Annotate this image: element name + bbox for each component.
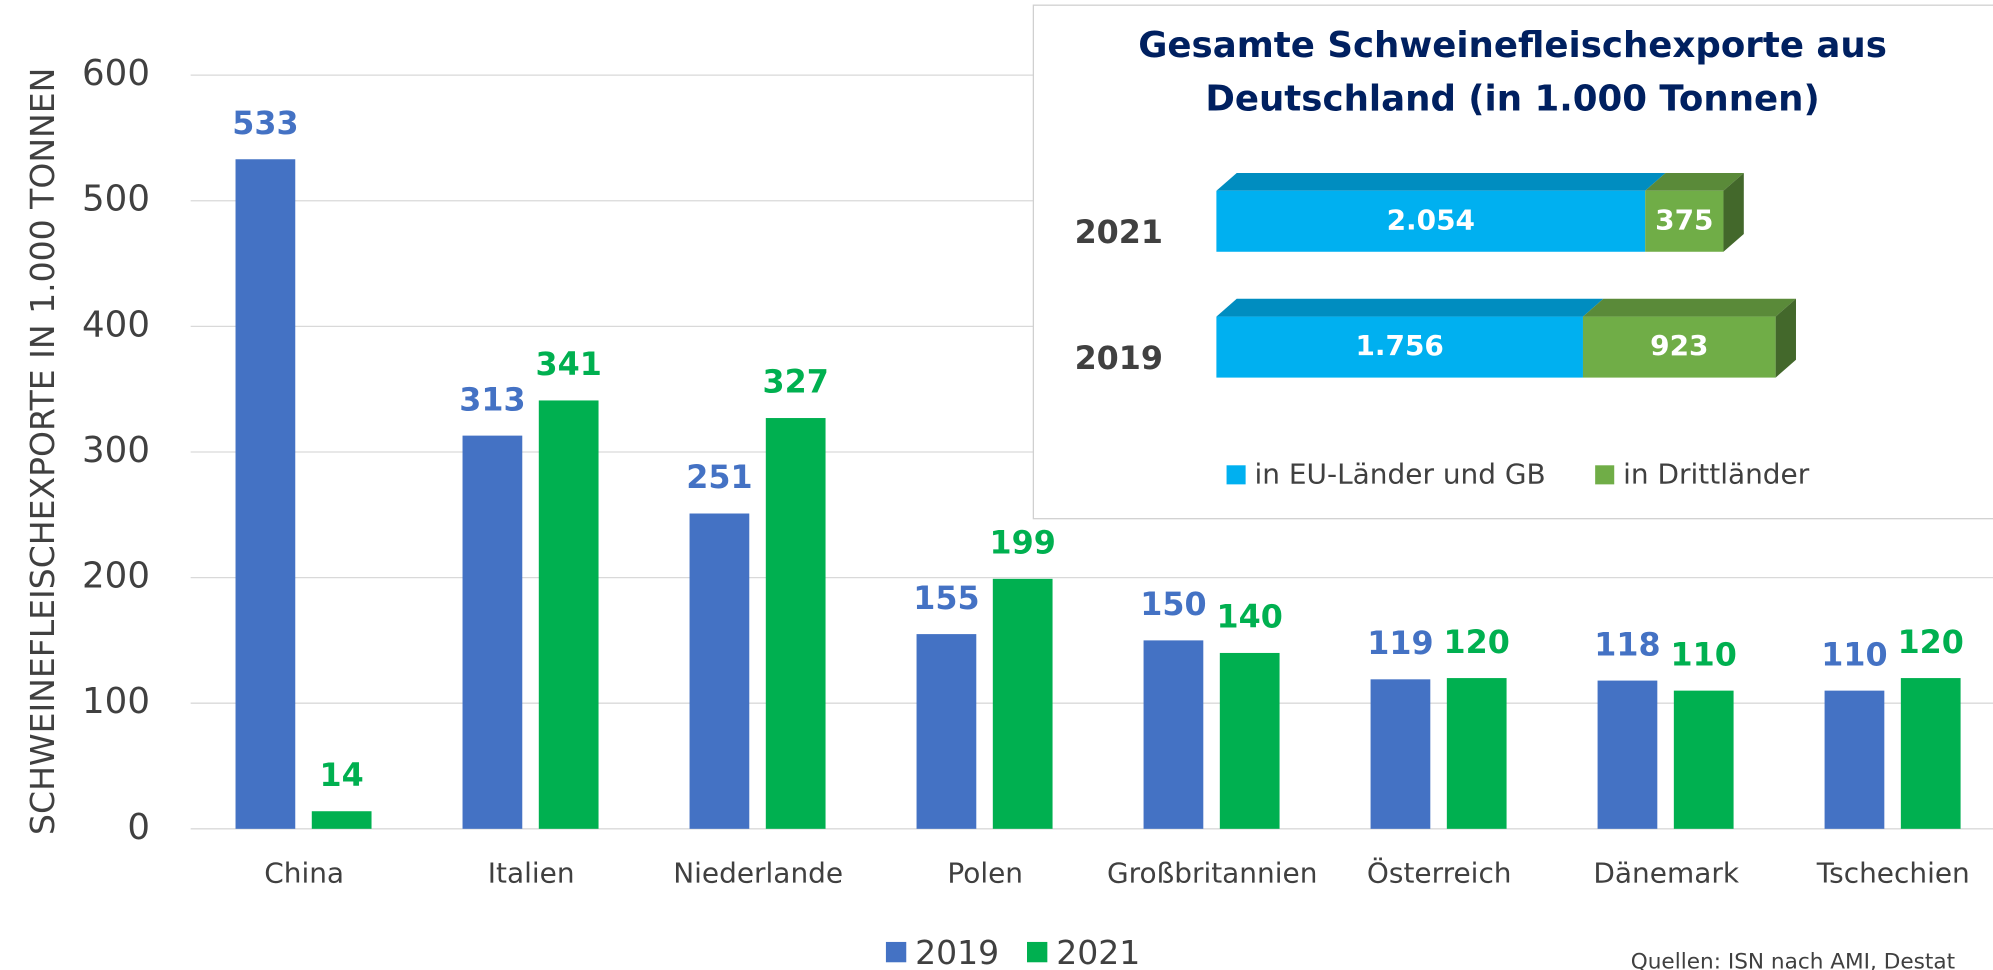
y-tick-label: 400: [82, 304, 150, 345]
x-tick-label: Niederlande: [673, 857, 843, 890]
legend-label: in Drittländer: [1623, 457, 1810, 490]
y-tick-label: 300: [82, 430, 150, 471]
bar: [311, 811, 372, 829]
bar: [1219, 652, 1280, 829]
x-tick-label: Dänemark: [1593, 857, 1739, 890]
y-tick-label: 600: [82, 53, 150, 94]
bar: [538, 400, 599, 829]
y-tick-label: 200: [82, 556, 150, 597]
bar: [235, 159, 296, 829]
data-label: 110: [1821, 637, 1887, 673]
y-tick-label: 0: [127, 807, 150, 848]
data-label: 533: [232, 106, 298, 142]
bar: [689, 513, 750, 829]
bar: [765, 418, 826, 829]
bar-top: [1216, 298, 1604, 317]
inset-title: Deutschland (in 1.000 Tonnen): [1205, 79, 1819, 120]
y-axis-label: SCHWEINEFLEISCHEXPORTE IN 1.000 TONNEN: [23, 68, 62, 835]
data-label: 2.054: [1387, 203, 1475, 236]
data-label: 119: [1367, 626, 1433, 662]
inset-title: Gesamte Schweinefleischexporte aus: [1138, 25, 1887, 66]
data-label: 313: [459, 382, 525, 418]
data-label: 14: [320, 758, 364, 794]
bar-top: [1216, 172, 1666, 191]
legend-swatch: [1027, 941, 1048, 963]
bar: [1824, 690, 1885, 829]
data-label: 120: [1898, 625, 1964, 661]
bar: [462, 435, 523, 829]
data-label: 155: [913, 581, 979, 617]
source: Quellen: ISN nach AMI, Destat: [1631, 949, 1955, 970]
bar: [1446, 678, 1507, 829]
x-tick-label: Italien: [488, 857, 575, 890]
data-label: 199: [990, 526, 1056, 562]
bar: [1582, 316, 1776, 378]
data-label: 120: [1444, 625, 1510, 661]
inset-panel: [1032, 4, 1993, 520]
data-label: 110: [1671, 637, 1737, 673]
bar: [1216, 190, 1646, 252]
x-tick-label: Österreich: [1367, 856, 1512, 890]
data-label: 923: [1650, 329, 1708, 362]
y-tick-label: 100: [82, 681, 150, 722]
legend-label: 2019: [915, 933, 999, 970]
data-label: 251: [686, 460, 752, 496]
bar-top: [1582, 298, 1796, 317]
data-label: 118: [1594, 627, 1660, 663]
bar-top: [1645, 172, 1744, 191]
bar: [1216, 316, 1583, 378]
bar: [1673, 690, 1734, 829]
data-label: 1.756: [1355, 329, 1443, 362]
x-tick-label: Tschechien: [1816, 857, 1970, 890]
legend-swatch: [1595, 465, 1615, 485]
x-tick-label: Polen: [947, 857, 1023, 890]
bar: [1900, 678, 1961, 829]
data-label: 140: [1217, 600, 1283, 636]
inset-category-label: 2021: [1075, 215, 1163, 251]
legend-swatch: [885, 941, 907, 963]
bar: [1370, 679, 1431, 829]
data-label: 150: [1140, 587, 1206, 623]
legend-label: in EU-Länder und GB: [1255, 457, 1546, 490]
bar: [916, 634, 977, 829]
bar-side: [1775, 298, 1796, 378]
bar: [992, 578, 1053, 829]
y-tick-label: 500: [82, 179, 150, 220]
data-label: 375: [1655, 203, 1713, 236]
bar: [1597, 680, 1658, 829]
data-label: 327: [763, 365, 829, 401]
x-tick-label: Großbritannien: [1107, 857, 1317, 890]
bar: [1645, 190, 1724, 252]
bar: [1143, 640, 1204, 829]
legend-swatch: [1226, 465, 1246, 485]
legend-label: 2021: [1056, 933, 1140, 970]
inset-category-label: 2019: [1075, 341, 1163, 377]
data-label: 341: [536, 347, 602, 383]
bar-side: [1723, 172, 1744, 252]
x-tick-label: China: [264, 857, 344, 890]
